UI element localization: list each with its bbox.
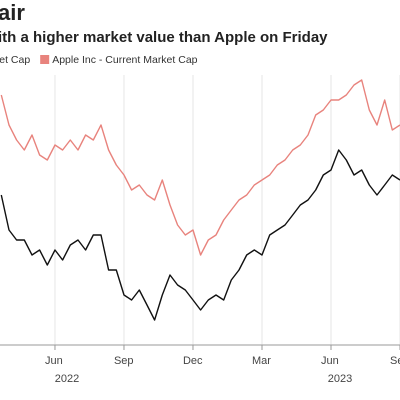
x-group-label: 2022 — [55, 373, 79, 385]
legend-swatch — [40, 55, 50, 64]
series-line — [0, 79, 400, 256]
chart-subtitle: ith a higher market value than Apple on … — [0, 29, 328, 46]
chart-title: air — [0, 0, 25, 25]
x-tick-label: Se — [390, 355, 400, 367]
plot — [0, 79, 400, 321]
legend-label: ket Cap — [0, 54, 30, 66]
x-group-label: 2023 — [328, 373, 352, 385]
legend-label: Apple Inc - Current Market Cap — [52, 54, 197, 66]
grid — [54, 75, 400, 345]
x-tick-label: Jun — [321, 355, 339, 367]
series-line — [0, 149, 400, 321]
x-tick-label: Sep — [114, 355, 134, 367]
x-tick-label: Mar — [252, 355, 271, 367]
legend: ket Cap Apple Inc - Current Market Cap — [0, 54, 198, 66]
x-tick-label: Jun — [45, 355, 63, 367]
x-tick-label: Dec — [183, 355, 203, 367]
